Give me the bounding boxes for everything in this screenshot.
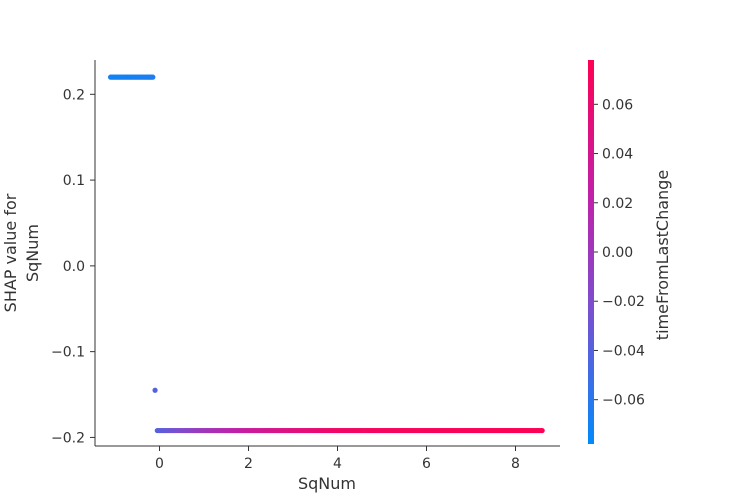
- colorbar-tick-label: −0.06: [602, 393, 645, 409]
- scatter-points: [107, 74, 545, 434]
- x-tick-label: 6: [422, 456, 431, 472]
- y-axis-label-line-2: SqNum: [23, 224, 42, 282]
- y-tick-label: −0.1: [51, 345, 85, 361]
- y-tick-label: 0.2: [63, 87, 85, 103]
- colorbar-ticks: −0.06 −0.04 −0.02 0.00 0.02 0.04 0.06: [594, 97, 645, 409]
- colorbar-tick-label: −0.04: [602, 343, 645, 359]
- x-tick-label: 4: [333, 456, 342, 472]
- y-tick-label: 0.0: [63, 259, 85, 275]
- x-axis-ticks: 0 2 4 6 8: [155, 446, 520, 472]
- colorbar-tick-label: −0.02: [602, 294, 645, 310]
- colorbar-label: timeFromLastChange: [653, 170, 672, 340]
- colorbar: [588, 60, 594, 444]
- colorbar-tick-label: 0.06: [602, 97, 633, 113]
- y-tick-label: 0.1: [63, 173, 85, 189]
- data-point: [539, 427, 545, 434]
- data-point: [152, 387, 158, 393]
- x-tick-label: 0: [155, 456, 164, 472]
- x-tick-label: 2: [244, 456, 253, 472]
- x-axis-label: SqNum: [298, 474, 356, 493]
- colorbar-tick-label: 0.02: [602, 196, 633, 212]
- x-tick-label: 8: [511, 456, 520, 472]
- data-point: [150, 74, 156, 80]
- colorbar-tick-label: 0.04: [602, 147, 633, 163]
- colorbar-tick-label: 0.00: [602, 245, 633, 261]
- y-axis-ticks: −0.2 −0.1 0.0 0.1 0.2: [51, 87, 95, 446]
- y-tick-label: −0.2: [51, 430, 85, 446]
- y-axis-label-line-1: SHAP value for: [1, 193, 20, 312]
